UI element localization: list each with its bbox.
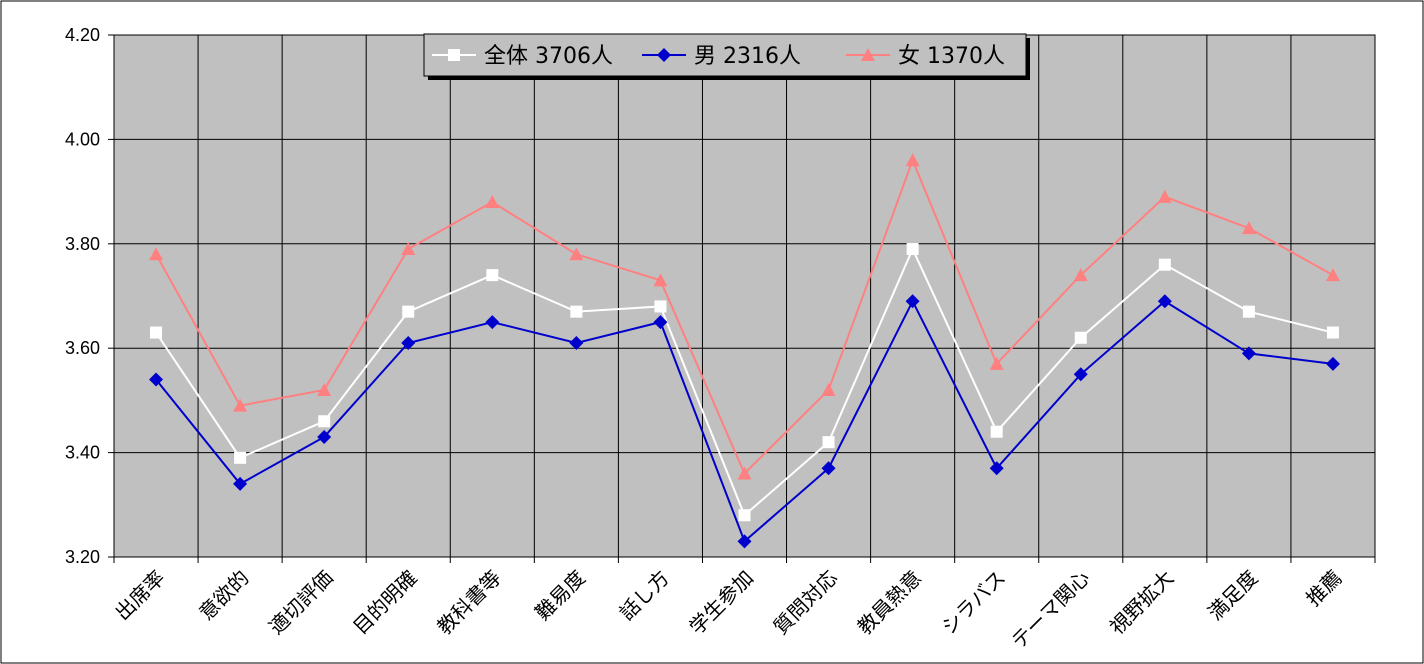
- data-point: [989, 461, 1004, 476]
- y-tick-label: 3.60: [65, 338, 100, 358]
- legend-item: 女 1370人: [846, 44, 1005, 69]
- data-point: [1326, 326, 1339, 339]
- data-point: [653, 315, 668, 330]
- data-point: [737, 534, 752, 549]
- series-0: [150, 243, 1339, 522]
- data-point: [401, 242, 416, 256]
- data-point: [1073, 268, 1088, 282]
- data-point: [989, 356, 1004, 370]
- data-point: [402, 305, 415, 318]
- data-point: [990, 425, 1003, 438]
- legend-label: 男 2316人: [694, 44, 801, 69]
- legend-item: 男 2316人: [642, 44, 801, 69]
- legend-label: 女 1370人: [898, 44, 1005, 69]
- data-point: [570, 305, 583, 318]
- legend-marker: [861, 48, 875, 61]
- data-point: [821, 461, 836, 476]
- series-1: [149, 294, 1340, 549]
- data-point: [317, 382, 332, 396]
- data-point: [1157, 294, 1172, 309]
- data-point: [738, 509, 751, 522]
- data-point: [234, 451, 247, 464]
- data-point: [1325, 268, 1340, 282]
- y-tick-label: 3.80: [65, 234, 100, 254]
- y-tick-label: 3.40: [65, 443, 100, 463]
- legend-item: 全体 3706人: [432, 44, 613, 69]
- data-point: [317, 429, 332, 444]
- data-point: [233, 398, 248, 412]
- y-tick-label: 4.20: [65, 25, 100, 45]
- y-tick-label: 4.00: [65, 129, 100, 149]
- legend-marker: [657, 48, 671, 62]
- legend: 全体 3706人 男 2316人 女 1370人: [423, 33, 1030, 80]
- data-point: [318, 415, 331, 428]
- data-point: [653, 273, 668, 287]
- data-point: [485, 195, 500, 209]
- data-point: [233, 476, 248, 491]
- data-point: [737, 466, 752, 480]
- data-point: [906, 243, 919, 256]
- data-point: [1157, 189, 1172, 203]
- data-point: [401, 335, 416, 350]
- data-point: [1074, 331, 1087, 344]
- data-point: [1241, 346, 1256, 361]
- data-point: [1325, 356, 1340, 371]
- data-point: [821, 382, 836, 396]
- data-point: [569, 335, 584, 350]
- data-point: [654, 300, 667, 313]
- data-point: [149, 372, 164, 387]
- data-point: [905, 153, 920, 167]
- series-2: [149, 153, 1340, 480]
- data-point: [822, 436, 835, 449]
- data-point: [150, 326, 163, 339]
- data-point: [1158, 258, 1171, 271]
- legend-box: [423, 33, 1027, 77]
- data-point: [485, 315, 500, 330]
- data-point: [1073, 367, 1088, 382]
- legend-label: 全体 3706人: [484, 44, 613, 69]
- data-point: [486, 269, 499, 282]
- data-point: [1241, 221, 1256, 235]
- data-point: [1242, 305, 1255, 318]
- data-point: [149, 247, 164, 261]
- series-layer: [149, 153, 1340, 549]
- data-point: [569, 247, 584, 261]
- y-tick-label: 3.20: [65, 547, 100, 567]
- data-point: [905, 294, 920, 309]
- legend-marker: [448, 49, 460, 61]
